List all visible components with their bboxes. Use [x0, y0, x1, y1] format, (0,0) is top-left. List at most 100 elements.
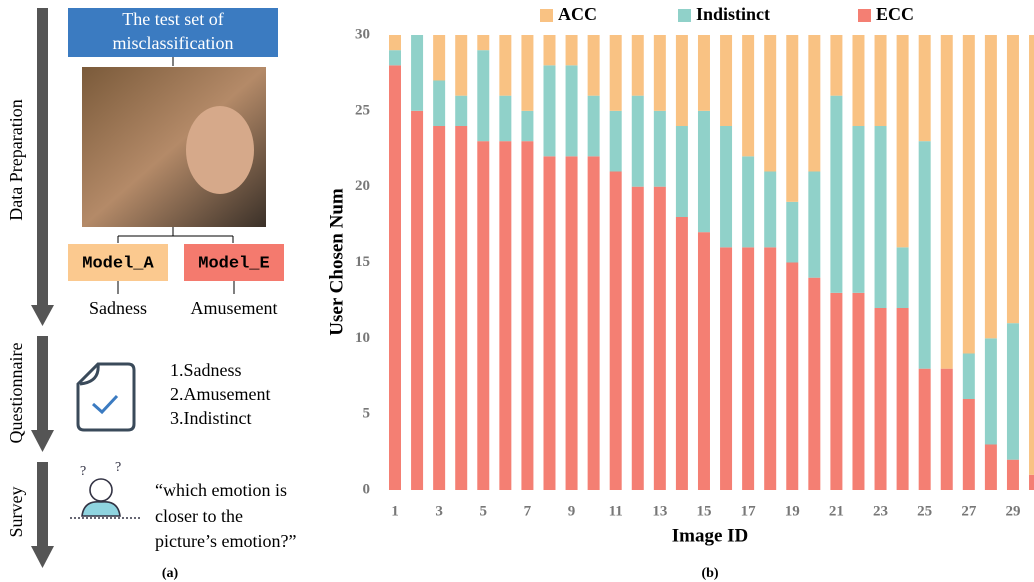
arrow-head [31, 305, 54, 326]
bar-segment [941, 369, 953, 490]
bar-segment [654, 187, 666, 490]
bar-segment [543, 65, 555, 156]
option: 2.Amusement [170, 384, 271, 404]
bar-segment [742, 247, 754, 490]
y-tick-label: 10 [355, 330, 370, 346]
bar-segment [808, 172, 820, 278]
question: picture’s emotion?” [155, 531, 296, 551]
arrow-shaft [37, 8, 48, 308]
bar-segment [830, 96, 842, 293]
prediction: Amusement [191, 298, 278, 318]
bar-segment [1029, 35, 1034, 475]
bar-segment [632, 187, 644, 490]
bar-segment [588, 96, 600, 157]
bar-segment [764, 172, 776, 248]
bar-segment [521, 141, 533, 490]
bar-segment [632, 96, 644, 187]
x-tick-label: 29 [1005, 503, 1020, 519]
arrow-shaft [37, 336, 48, 432]
bar-segment [610, 111, 622, 172]
x-tick-label: 9 [568, 503, 576, 519]
prediction: Sadness [89, 298, 147, 318]
bar-segment [852, 293, 864, 490]
bar-segment [897, 247, 909, 308]
stage-label: Questionnaire [6, 343, 26, 444]
bar-segment [897, 308, 909, 490]
bar-segment [543, 156, 555, 490]
bar-segment [764, 35, 776, 172]
x-tick-label: 23 [873, 503, 888, 519]
x-tick-label: 17 [741, 503, 757, 519]
bar-segment [654, 35, 666, 111]
bar-segment [566, 156, 578, 490]
model-label: Model_E [198, 254, 269, 273]
bar-segment [499, 96, 511, 141]
x-axis-label: Image ID [672, 525, 749, 546]
figure: Data Preparation Questionnaire Survey Th… [0, 0, 1034, 582]
caption: (a) [162, 566, 179, 581]
bar-segment [698, 111, 710, 232]
bar-segment [852, 35, 864, 126]
bar-segment [676, 126, 688, 217]
bar-segment [543, 35, 555, 65]
y-tick-label: 0 [363, 481, 371, 497]
bar-segment [433, 35, 445, 81]
bar-segment [477, 35, 489, 50]
bar-segment [963, 35, 975, 354]
bar-segment [610, 172, 622, 491]
bar-segment [985, 338, 997, 444]
bar-segment [830, 293, 842, 490]
option: 3.Indistinct [170, 408, 252, 428]
questionnaire-icon [78, 364, 134, 430]
bar-segment [786, 263, 798, 491]
box-title: The test set of [122, 9, 223, 29]
bar-segment [477, 141, 489, 490]
x-tick-label: 27 [961, 503, 977, 519]
bar-segment [1007, 460, 1019, 490]
legend-swatch [678, 9, 691, 22]
bar-segment [919, 141, 931, 369]
bar-segment [499, 35, 511, 96]
bar-segment [566, 65, 578, 156]
bar-segment [764, 247, 776, 490]
y-tick-label: 15 [355, 254, 370, 270]
question: “which emotion is [155, 480, 287, 500]
bar-segment [985, 35, 997, 338]
bar-segment [808, 35, 820, 172]
bar-segment [676, 217, 688, 490]
bar-segment [588, 35, 600, 96]
bar-segment [433, 126, 445, 490]
bar-segment [389, 50, 401, 65]
bar-segment [963, 399, 975, 490]
box-title: misclassification [113, 33, 234, 53]
bar-segment [985, 445, 997, 491]
y-tick-label: 20 [355, 178, 370, 194]
bar-segment [698, 35, 710, 111]
y-tick-label: 25 [355, 102, 370, 118]
bar-segment [632, 35, 644, 96]
bar-segment [411, 35, 423, 111]
bar-segment [411, 111, 423, 490]
bar-segment [830, 35, 842, 96]
y-axis-label: User Chosen Num [326, 188, 347, 336]
bar-segment [588, 156, 600, 490]
bar-segment [521, 111, 533, 141]
y-tick-label: 30 [355, 26, 370, 42]
svg-text:?: ? [115, 460, 121, 475]
caption: (b) [701, 566, 718, 581]
bar-segment [566, 35, 578, 65]
bar-segment [852, 126, 864, 293]
bar-segment [455, 96, 467, 126]
bar-segment [875, 126, 887, 308]
bar-segment [786, 35, 798, 202]
x-tick-label: 5 [480, 503, 488, 519]
connector [118, 227, 233, 243]
x-tick-label: 19 [785, 503, 800, 519]
bar-segment [720, 126, 732, 247]
bar-segment [477, 50, 489, 141]
connector [118, 281, 234, 294]
bar-segment [1007, 323, 1019, 460]
x-tick-label: 13 [652, 503, 667, 519]
legend-swatch [540, 9, 553, 22]
bar-segment [433, 81, 445, 127]
